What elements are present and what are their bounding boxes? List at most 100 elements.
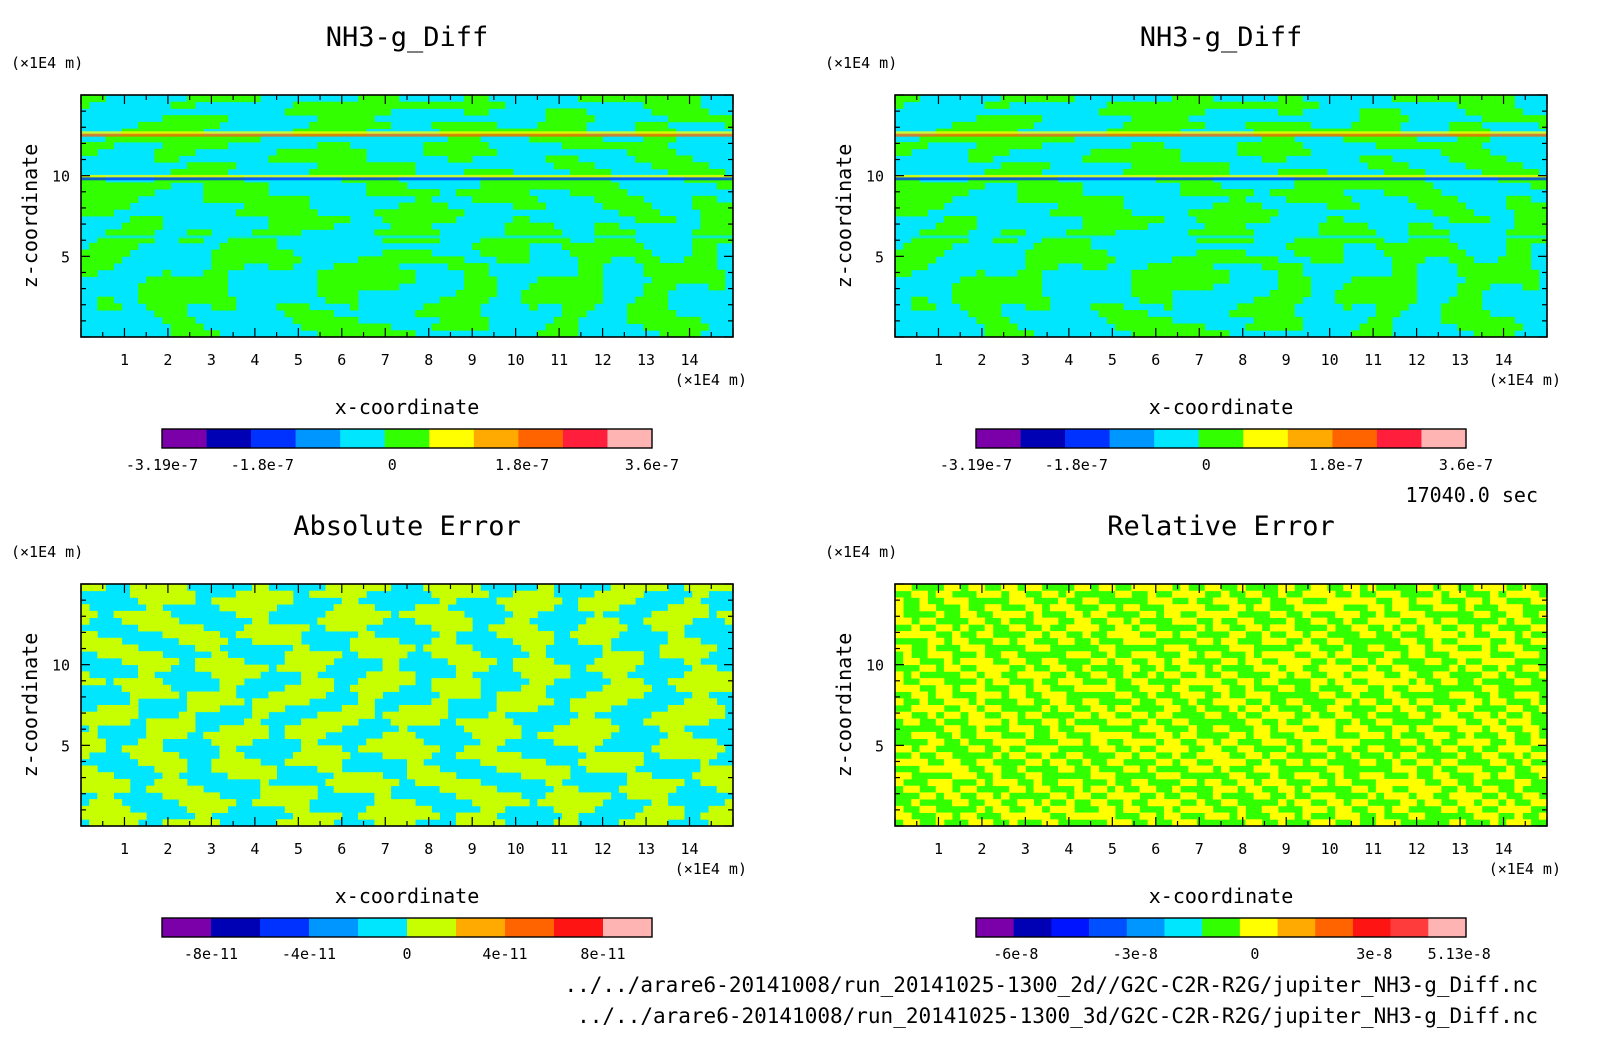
heatmap-cell: [1384, 624, 1393, 632]
heatmap-cell: [105, 799, 114, 807]
heatmap-cell: [1123, 316, 1132, 324]
heatmap-cell: [659, 283, 669, 291]
heatmap-cell: [1318, 604, 1328, 612]
heatmap-cell: [138, 610, 147, 619]
heatmap-cell: [415, 752, 424, 760]
heatmap-cell: [89, 242, 98, 251]
heatmap-cell: [138, 590, 147, 598]
heatmap-cell: [651, 289, 661, 298]
heatmap-cell: [81, 249, 90, 257]
heatmap-cell: [1155, 597, 1165, 605]
heatmap-cell: [219, 256, 229, 264]
heatmap-cell: [170, 819, 180, 827]
heatmap-cell: [1335, 195, 1344, 203]
heatmap-cell: [1481, 168, 1491, 177]
heatmap-cell: [643, 121, 652, 130]
heatmap-cell: [1465, 209, 1475, 217]
heatmap-cell: [496, 738, 506, 746]
heatmap-cell: [195, 637, 204, 645]
heatmap-cell: [1489, 590, 1499, 598]
heatmap-cell: [976, 644, 986, 652]
heatmap-cell: [1204, 283, 1214, 291]
heatmap-cell: [512, 189, 522, 197]
heatmap-cell: [700, 590, 709, 598]
heatmap-cell: [1253, 202, 1263, 210]
heatmap-cell: [586, 637, 595, 645]
panel-title: NH3-g_Diff: [1140, 22, 1303, 53]
heatmap-cell: [1514, 222, 1523, 230]
heatmap-cell: [561, 162, 571, 170]
heatmap-cell: [594, 664, 603, 672]
heatmap-cell: [1351, 296, 1360, 304]
heatmap-cell: [89, 778, 98, 787]
heatmap-cell: [1400, 303, 1409, 311]
heatmap-cell: [618, 691, 628, 699]
heatmap-cell: [349, 162, 359, 170]
heatmap-cell: [504, 249, 514, 257]
heatmap-cell: [1489, 269, 1499, 277]
heatmap-cell: [1188, 182, 1197, 190]
heatmap-cell: [1424, 631, 1434, 639]
heatmap-cell: [1359, 330, 1369, 338]
heatmap-cell: [154, 684, 163, 692]
heatmap-cell: [594, 189, 603, 197]
heatmap-cell: [480, 657, 489, 666]
heatmap-cell: [276, 229, 286, 237]
heatmap-cell: [1375, 657, 1385, 666]
heatmap-cell: [121, 684, 131, 692]
heatmap-cell: [1351, 276, 1360, 284]
heatmap-cell: [89, 209, 98, 217]
heatmap-cell: [1375, 276, 1385, 284]
heatmap-cell: [235, 236, 245, 244]
heatmap-cell: [1286, 95, 1295, 103]
heatmap-cell: [545, 631, 555, 639]
heatmap-cell: [1212, 101, 1222, 109]
heatmap-cell: [537, 772, 546, 780]
heatmap-cell: [244, 182, 253, 190]
heatmap-cell: [578, 711, 587, 719]
heatmap-cell: [1261, 316, 1271, 324]
heatmap-cell: [252, 590, 261, 598]
heatmap-cell: [276, 792, 286, 800]
heatmap-cell: [1326, 657, 1336, 666]
heatmap-cell: [423, 805, 432, 813]
colorbar-tick-label: 0: [402, 945, 411, 963]
heatmap-cell: [488, 121, 498, 130]
heatmap-cell: [464, 664, 473, 672]
heatmap-cell: [627, 202, 636, 210]
heatmap-cell: [496, 624, 506, 632]
heatmap-cell: [325, 684, 335, 692]
colorbar-swatch: [607, 429, 653, 448]
heatmap-cell: [341, 263, 351, 271]
heatmap-cell: [578, 604, 587, 612]
heatmap-cell: [162, 772, 172, 780]
heatmap-cell: [317, 657, 326, 666]
colorbar-tick-label: -4e-11: [282, 945, 336, 963]
heatmap-cell: [618, 624, 628, 632]
heatmap-cell: [1538, 202, 1548, 210]
heatmap-cell: [1245, 256, 1254, 264]
heatmap-cell: [1000, 283, 1010, 291]
heatmap-cell: [292, 758, 302, 766]
heatmap-cell: [186, 799, 196, 807]
heatmap-cell: [1196, 330, 1206, 338]
heatmap-cell: [227, 597, 237, 605]
heatmap-cell: [1131, 162, 1140, 170]
heatmap-cell: [1188, 209, 1197, 217]
heatmap-cell: [472, 121, 481, 130]
heatmap-cell: [1318, 222, 1328, 230]
heatmap-cell: [1351, 229, 1360, 237]
heatmap-cell: [1025, 664, 1034, 672]
heatmap-cell: [952, 182, 961, 190]
heatmap-cell: [716, 785, 726, 793]
heatmap-cell: [895, 189, 904, 197]
heatmap-cell: [170, 778, 180, 787]
heatmap-cell: [1522, 202, 1532, 210]
heatmap-cell: [227, 725, 237, 733]
heatmap-cell: [1489, 597, 1499, 605]
heatmap-cell: [627, 778, 636, 787]
heatmap-cell: [472, 812, 481, 820]
heatmap-cell: [276, 819, 286, 827]
heatmap-cell: [1481, 316, 1491, 324]
heatmap-cell: [333, 121, 343, 130]
